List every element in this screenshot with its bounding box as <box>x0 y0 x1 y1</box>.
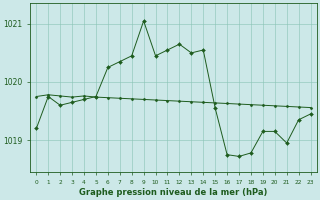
X-axis label: Graphe pression niveau de la mer (hPa): Graphe pression niveau de la mer (hPa) <box>79 188 268 197</box>
